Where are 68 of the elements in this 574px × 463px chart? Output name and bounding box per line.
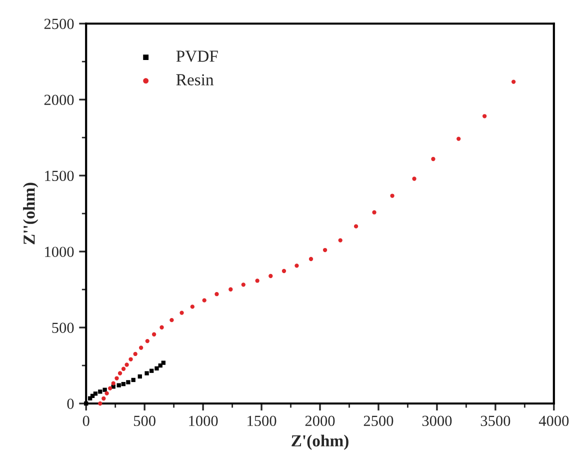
- point: [121, 366, 126, 371]
- point: [456, 136, 461, 141]
- point: [145, 338, 150, 344]
- point: [431, 156, 436, 162]
- point: [228, 287, 233, 292]
- point: [114, 376, 119, 380]
- x-tick-label: 2500: [364, 416, 394, 426]
- point: [372, 210, 376, 214]
- point: [121, 382, 126, 386]
- point: [160, 325, 164, 330]
- point: [202, 298, 206, 302]
- point: [354, 224, 358, 228]
- point: [214, 292, 219, 296]
- point: [322, 248, 328, 252]
- legend-label: PVDF: [176, 50, 218, 62]
- x-tick-label: 0: [82, 416, 90, 426]
- point: [84, 401, 88, 406]
- point: [390, 194, 394, 198]
- point: [255, 278, 260, 283]
- point: [338, 238, 342, 242]
- point: [138, 374, 142, 379]
- point: [111, 381, 116, 386]
- point: [138, 346, 144, 350]
- point: [128, 357, 133, 362]
- x-tick-label: 3000: [422, 416, 452, 426]
- point: [104, 391, 109, 396]
- y-tick-label: 1000: [45, 246, 74, 257]
- point: [150, 368, 154, 373]
- point: [118, 371, 122, 376]
- point: [108, 386, 112, 390]
- y-tick-label: 1500: [45, 170, 74, 182]
- point: [98, 401, 102, 406]
- point: [144, 371, 149, 376]
- point: [102, 396, 106, 401]
- point: [126, 380, 130, 384]
- x-tick-label: 500: [134, 416, 156, 426]
- point: [133, 352, 138, 356]
- point: [241, 282, 246, 287]
- x-tick-label: 4000: [538, 416, 569, 426]
- point: [190, 304, 194, 309]
- y-tick-label: 2000: [44, 94, 74, 106]
- point: [152, 332, 156, 336]
- x-tick-label: 1500: [248, 416, 276, 426]
- point: [131, 378, 136, 382]
- point: [482, 114, 487, 118]
- x-tick-label: 1000: [189, 416, 218, 426]
- point: [294, 264, 299, 268]
- point: [170, 318, 174, 322]
- y-axis-title: Z''(ohm): [23, 182, 38, 244]
- x-tick-label: 3500: [480, 416, 510, 426]
- point: [98, 390, 102, 394]
- point: [180, 310, 184, 315]
- x-axis-title: Z'(ohm): [292, 434, 348, 450]
- point: [124, 362, 129, 367]
- point: [511, 80, 516, 84]
- legend-label: Resin: [176, 74, 214, 86]
- x-tick-label: 2000: [305, 416, 335, 426]
- point: [102, 388, 107, 392]
- y-tick-label: 500: [52, 322, 74, 333]
- point: [282, 268, 286, 274]
- y-tick-label: 2500: [44, 18, 74, 30]
- point: [93, 392, 98, 396]
- y-tick-label: 0: [67, 398, 74, 409]
- point: [268, 274, 273, 278]
- point: [154, 366, 159, 370]
- point: [116, 383, 121, 388]
- point: [161, 360, 166, 365]
- point: [308, 256, 314, 262]
